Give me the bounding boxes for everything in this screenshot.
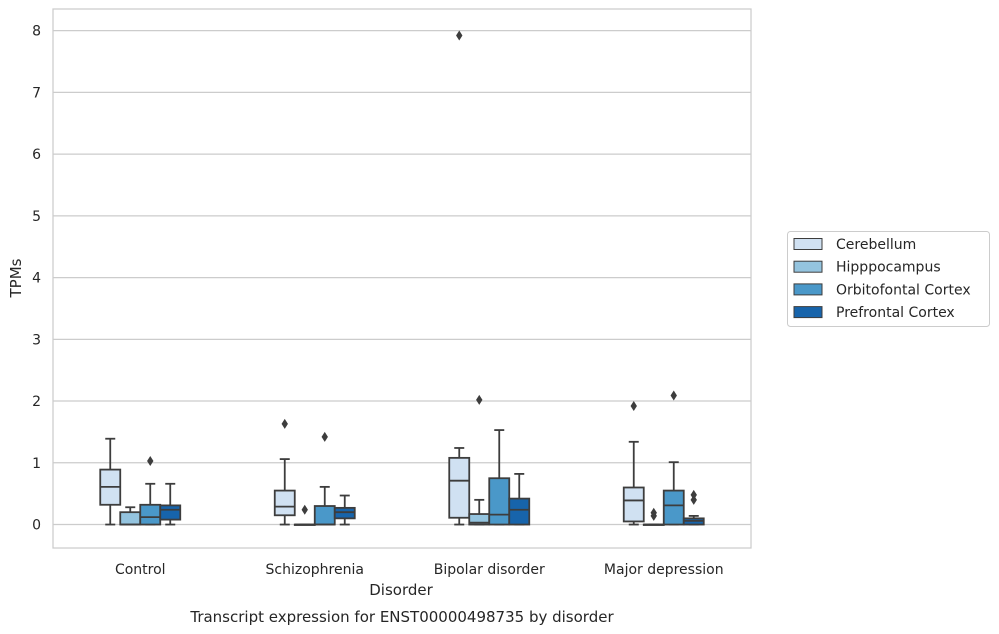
box-body	[508, 497, 531, 526]
box-body	[333, 506, 356, 520]
box-2-2	[488, 429, 511, 526]
outlier-point	[690, 489, 697, 500]
y-axis-label: TPMs	[7, 258, 25, 298]
legend-swatch	[793, 238, 823, 250]
legend-item: Orbitofontal Cortex	[793, 282, 971, 298]
y-tick-label: 3	[32, 332, 41, 348]
chart-title: Transcript expression for ENST0000049873…	[189, 608, 614, 626]
box-2-3	[662, 390, 685, 526]
y-tick-label: 6	[32, 147, 41, 163]
y-tick-label: 5	[32, 209, 41, 225]
box-0-0	[99, 437, 122, 526]
box-2-0	[139, 455, 162, 526]
plot-frame	[52, 8, 752, 549]
box-1-1	[293, 504, 316, 526]
y-axis-ticks: 0 1 2 3 4 5 6 7 8	[32, 24, 41, 534]
outlier-point	[147, 455, 154, 466]
box-body	[313, 505, 336, 526]
legend-swatch	[793, 260, 823, 273]
outlier-point	[476, 394, 483, 405]
box-3-0	[159, 482, 182, 526]
x-tick-label: Control	[115, 562, 166, 578]
legend-frame	[787, 231, 990, 327]
box-2-1	[313, 431, 336, 526]
y-tick-label: 0	[32, 518, 41, 534]
outlier-point	[650, 507, 657, 518]
box-0-2	[448, 30, 471, 526]
box-1-0	[119, 506, 142, 526]
box-0-3	[622, 400, 645, 526]
outlier-point	[281, 418, 288, 429]
outlier-point	[670, 390, 677, 401]
box-body	[448, 456, 471, 519]
y-tick-label: 7	[32, 85, 41, 101]
legend-swatch	[793, 283, 823, 296]
x-tick-label: Schizophrenia	[266, 562, 364, 578]
y-tick-label: 1	[32, 456, 41, 472]
box-body	[273, 489, 296, 517]
box-body	[662, 489, 685, 526]
y-tick-label: 8	[32, 24, 41, 40]
legend-label: Orbitofontal Cortex	[836, 282, 971, 298]
y-tick-label: 4	[32, 271, 41, 287]
x-tick-label: Bipolar disorder	[434, 562, 545, 578]
legend-item: Prefrontal Cortex	[793, 305, 955, 321]
legend-item: Hipppocampus	[793, 260, 941, 276]
box-body	[622, 486, 645, 523]
x-tick-label: Major depression	[604, 562, 724, 578]
legend-label: Prefrontal Cortex	[836, 305, 955, 321]
y-tick-label: 2	[32, 394, 41, 410]
box-plot-area	[99, 30, 705, 526]
box-1-2	[468, 394, 491, 526]
legend-label: Cerebellum	[836, 237, 916, 253]
legend-item: Cerebellum	[793, 237, 916, 253]
legend-label: Hipppocampus	[836, 260, 941, 276]
box-1-3	[642, 507, 665, 526]
outlier-point	[301, 504, 308, 515]
box-3-2	[508, 473, 531, 526]
outlier-point	[456, 30, 463, 41]
box-0-1	[273, 418, 296, 526]
legend-swatch	[793, 306, 823, 319]
box-body	[159, 504, 182, 521]
x-axis-ticks: Control Schizophrenia Bipolar disorder Majo…	[115, 562, 724, 578]
box-3-3	[682, 489, 705, 526]
outlier-point	[630, 400, 637, 411]
box-body	[488, 477, 511, 526]
box-3-1	[333, 494, 356, 526]
legend: Cerebellum Hipppocampus Orbitofontal Corte…	[787, 231, 990, 327]
box-body	[119, 511, 142, 526]
grid-lines	[53, 29, 751, 526]
outlier-point	[321, 431, 328, 442]
x-axis-label: Disorder	[369, 581, 433, 599]
box-body	[139, 503, 162, 526]
